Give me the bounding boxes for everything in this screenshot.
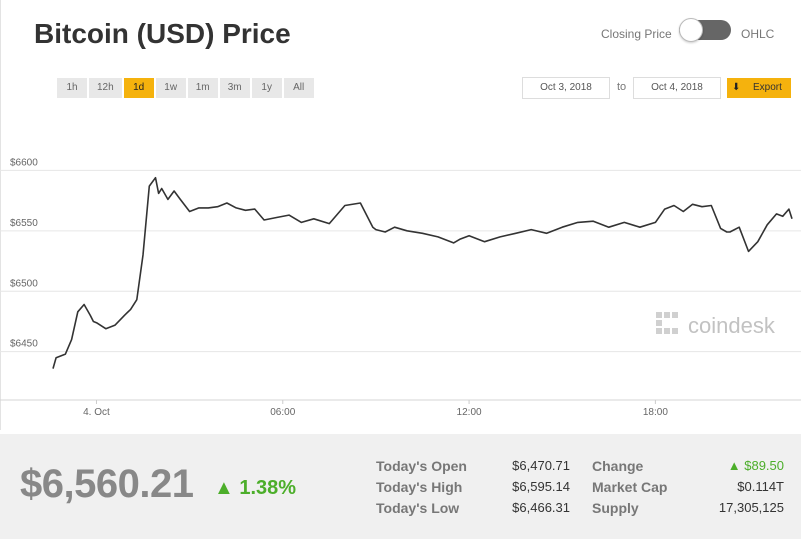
high-label: Today's High <box>376 479 463 495</box>
range-button-all[interactable]: All <box>283 78 314 98</box>
market-cap-label: Market Cap <box>592 479 668 495</box>
market-cap-value: $0.114T <box>737 479 784 494</box>
low-value: $6,466.31 <box>512 500 570 515</box>
range-button-1d[interactable]: 1d <box>123 78 154 98</box>
supply-value: 17,305,125 <box>718 500 784 515</box>
change-value-group: ▲ $89.50 <box>690 458 784 473</box>
change-percent: 1.38% <box>239 477 297 499</box>
change-value: $89.50 <box>744 458 784 473</box>
price-mode-toggle-group: Closing Price OHLC <box>541 18 801 48</box>
x-tick-label: 4. Oct <box>83 407 110 418</box>
x-tick-label: 18:00 <box>643 407 668 418</box>
range-button-3m[interactable]: 3m <box>219 78 250 98</box>
export-label: Export <box>753 82 782 93</box>
y-axis-labels: $6450 $6500 $6550 $6600 <box>10 157 38 349</box>
x-tick-label: 06:00 <box>270 407 295 418</box>
from-date-input[interactable]: Oct 3, 2018 <box>522 77 610 99</box>
supply-label: Supply <box>592 500 639 516</box>
price-line <box>52 176 793 369</box>
change-label: Change <box>592 458 644 474</box>
y-tick-label: $6550 <box>10 218 38 229</box>
y-tick-label: $6450 <box>10 339 38 350</box>
closing-ohlc-toggle[interactable] <box>679 18 731 42</box>
coindesk-logo-icon <box>656 312 678 334</box>
range-button-1m[interactable]: 1m <box>187 78 218 98</box>
closing-price-label[interactable]: Closing Price <box>601 27 672 41</box>
range-button-12h[interactable]: 12h <box>89 78 122 98</box>
x-axis-ticks: 4. Oct 06:00 12:00 18:00 <box>83 400 668 418</box>
up-triangle-small-icon: ▲ <box>727 458 745 473</box>
low-label: Today's Low <box>376 500 460 516</box>
to-date-input[interactable]: Oct 4, 2018 <box>633 77 721 99</box>
open-value: $6,470.71 <box>512 458 570 473</box>
y-tick-label: $6500 <box>10 278 38 289</box>
open-label: Today's Open <box>376 458 467 474</box>
up-triangle-icon: ▲ <box>214 477 234 499</box>
summary-panel: $6,560.21 ▲ 1.38% Today's Open $6,470.71… <box>0 434 801 539</box>
download-arrow-icon: ⬇ <box>732 82 741 93</box>
current-price: $6,560.21 <box>20 462 194 506</box>
range-button-1h[interactable]: 1h <box>57 78 87 98</box>
high-value: $6,595.14 <box>512 479 570 494</box>
export-button[interactable]: ⬇ Export <box>727 78 791 98</box>
chart-grid <box>0 169 801 401</box>
ohlc-label[interactable]: OHLC <box>741 27 775 41</box>
coindesk-watermark: coindesk <box>656 312 776 338</box>
change-percent-group: ▲ 1.38% <box>214 477 296 500</box>
date-to-label: to <box>617 81 627 93</box>
y-tick-label: $6600 <box>10 157 38 168</box>
range-button-1y[interactable]: 1y <box>251 78 282 98</box>
range-button-1w[interactable]: 1w <box>155 78 186 98</box>
watermark-text: coindesk <box>688 313 776 338</box>
range-selector: 1h 12h 1d 1w 1m 3m 1y All <box>57 78 316 98</box>
x-tick-label: 12:00 <box>457 407 482 418</box>
toggle-knob[interactable] <box>679 18 703 42</box>
price-chart: $6450 $6500 $6550 $6600 4. Oct 06:00 12:00 18:… <box>0 157 801 418</box>
chart-border-left <box>0 0 1 430</box>
page-title: Bitcoin (USD) Price <box>34 18 291 49</box>
